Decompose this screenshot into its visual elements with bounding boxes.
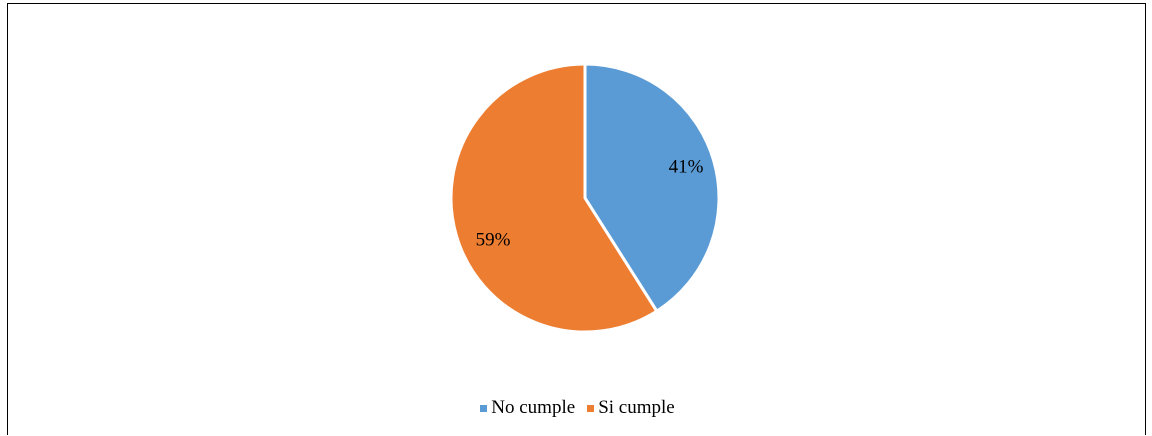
legend: No cumple Si cumple: [8, 397, 1147, 419]
chart-frame: 41% 59% No cumple Si cumple: [7, 3, 1146, 435]
pie-chart: 41% 59%: [449, 62, 721, 334]
pie-slice-si-cumple: [449, 62, 659, 334]
legend-item-si-cumple: Si cumple: [587, 397, 675, 419]
data-label-si-cumple: 59%: [476, 229, 511, 250]
legend-swatch-si-cumple: [587, 404, 595, 412]
legend-label-si-cumple: Si cumple: [598, 397, 675, 418]
legend-swatch-no-cumple: [480, 404, 488, 412]
legend-label-no-cumple: No cumple: [491, 397, 576, 418]
legend-item-no-cumple: No cumple: [480, 397, 575, 419]
data-label-no-cumple: 41%: [669, 156, 704, 177]
